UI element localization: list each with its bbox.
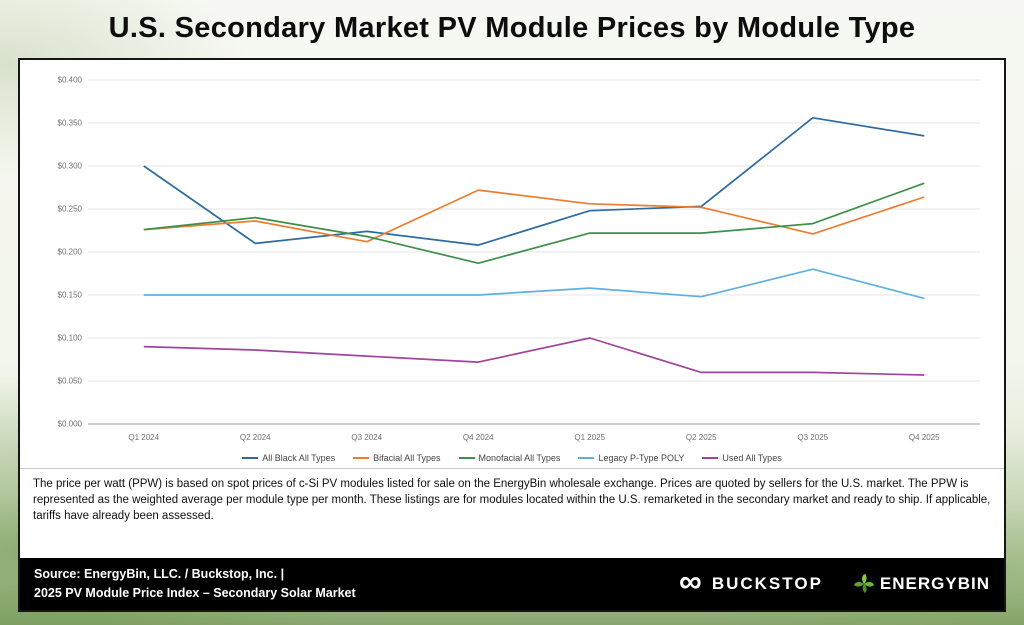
series-line-used-all-types (143, 337, 925, 376)
line-chart-canvas: $0.000 $0.050 $0.100 $0.150 $0.200 $0.250 $0.3… (58, 76, 980, 442)
legend-item-used-all-types: Used All Types (702, 453, 782, 463)
price-chart: $0.000 $0.050 $0.100 $0.150 $0.200 $0.250 $0.3… (20, 60, 1004, 452)
legend-item-legacy-p-type-poly: Legacy P-Type POLY (578, 453, 684, 463)
y-axis-label: $0.200 (58, 248, 83, 257)
source-attribution: Source: EnergyBin, LLC. / Buckstop, Inc.… (34, 565, 356, 603)
footer-bar: Source: EnergyBin, LLC. / Buckstop, Inc.… (20, 558, 1004, 610)
x-axis-label: Q3 2025 (797, 433, 828, 442)
logo-group: ∞ BUCKSTOP ENERGYBIN (679, 563, 990, 600)
y-axis-label: $0.250 (58, 205, 83, 214)
legend-label: All Black All Types (262, 453, 336, 463)
buckstop-logo: ∞ BUCKSTOP (679, 563, 823, 600)
legend-label: Monofacial All Types (478, 453, 561, 463)
series-line-monofacial-all-types (143, 182, 925, 265)
buckstop-logo-text: BUCKSTOP (711, 574, 823, 593)
infinity-icon: ∞ (679, 563, 704, 600)
energybin-logo: ENERGYBIN (853, 573, 990, 595)
y-axis-label: $0.050 (58, 377, 83, 386)
page-title: U.S. Secondary Market PV Module Prices b… (108, 12, 916, 44)
legend-swatch (702, 457, 719, 459)
series-line-legacy-p-type-poly (143, 268, 925, 300)
y-axis-label: $0.300 (58, 162, 83, 171)
x-axis-label: Q4 2024 (463, 433, 494, 442)
x-axis-label: Q1 2025 (574, 433, 605, 442)
legend-swatch (578, 457, 595, 459)
leaf-icon (853, 573, 875, 594)
x-axis-label: Q2 2024 (240, 433, 271, 442)
legend-label: Bifacial All Types (373, 453, 441, 463)
x-axis-label: Q4 2025 (909, 433, 940, 442)
legend-label: Used All Types (722, 453, 782, 463)
source-line-1: Source: EnergyBin, LLC. / Buckstop, Inc.… (34, 567, 285, 582)
x-axis-label: Q3 2024 (351, 433, 382, 442)
legend-swatch (458, 457, 475, 459)
x-axis-label: Q2 2025 (686, 433, 717, 442)
source-line-2: 2025 PV Module Price Index – Secondary S… (34, 586, 356, 600)
chart-card: $0.000 $0.050 $0.100 $0.150 $0.200 $0.250 $0.3… (18, 58, 1006, 612)
series-line-bifacial-all-types (143, 189, 925, 243)
y-axis-label: $0.000 (58, 420, 83, 429)
legend-item-monofacial-all-types: Monofacial All Types (458, 453, 561, 463)
legend-item-all-black-all-types: All Black All Types (242, 453, 335, 463)
series-line-all-black-all-types (143, 116, 925, 246)
y-axis-label: $0.100 (58, 334, 83, 343)
legend-label: Legacy P-Type POLY (598, 453, 685, 463)
y-axis-label: $0.150 (58, 291, 83, 300)
legend-swatch (242, 457, 259, 459)
legend-item-bifacial-all-types: Bifacial All Types (353, 453, 441, 463)
y-axis-label: $0.400 (58, 76, 83, 85)
chart-description: The price per watt (PPW) is based on spo… (20, 468, 1004, 533)
legend-swatch (353, 457, 370, 459)
chart-legend: All Black All Types Bifacial All Types Mon… (20, 452, 1004, 468)
energybin-logo-text: ENERGYBIN (879, 574, 990, 593)
y-axis-label: $0.350 (58, 119, 83, 128)
x-axis-label: Q1 2024 (128, 433, 159, 442)
